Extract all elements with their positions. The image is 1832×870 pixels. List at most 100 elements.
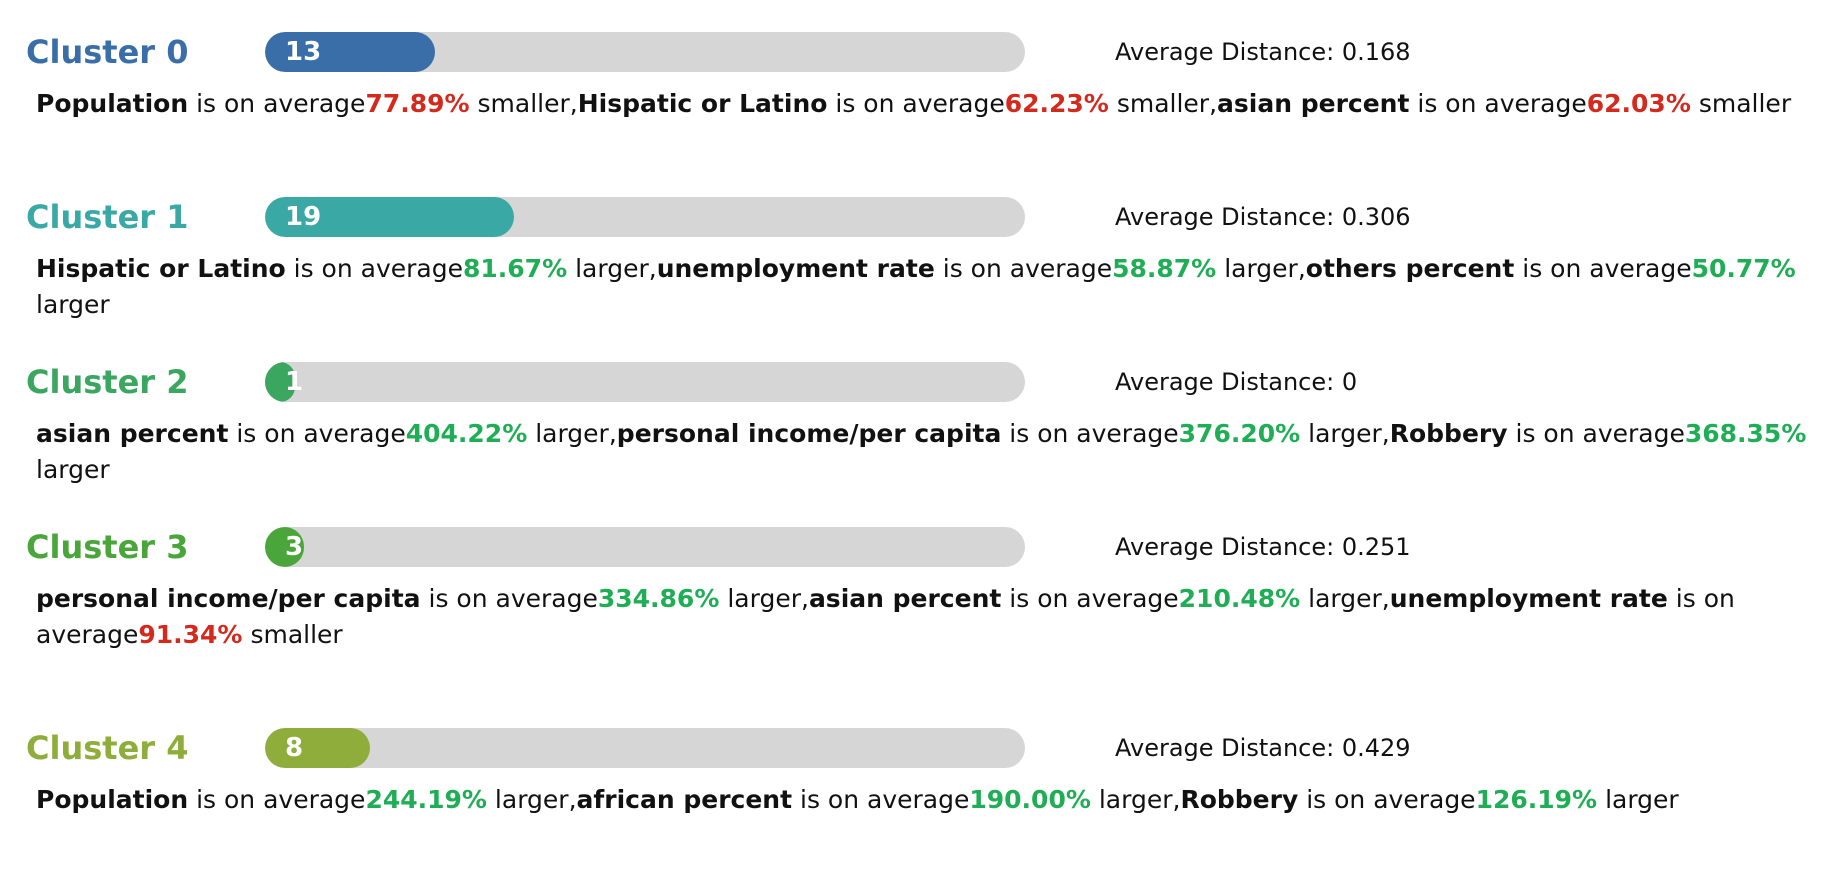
separator: , [568, 785, 577, 814]
count-bar [265, 32, 436, 72]
connector: is on average [236, 419, 406, 448]
feature-name: personal income/per capita [36, 584, 421, 613]
percent-value: 62.23% [1004, 89, 1109, 118]
cluster-name: Cluster 2 [26, 363, 189, 401]
connector: is on average [1009, 419, 1179, 448]
connector: is on average [1522, 254, 1692, 283]
average-distance: Average Distance: 0.168 [1115, 28, 1411, 76]
separator: , [648, 254, 657, 283]
separator: , [608, 419, 617, 448]
feature-name: asian percent [36, 419, 229, 448]
connector: is on average [293, 254, 463, 283]
separator: , [800, 584, 809, 613]
feature-name: african percent [576, 785, 793, 814]
feature-name: personal income/per capita [616, 419, 1002, 448]
connector: is on average [1515, 419, 1685, 448]
count-bar [265, 728, 370, 768]
average-distance: Average Distance: 0.429 [1115, 724, 1411, 772]
feature-name: unemployment rate [656, 254, 935, 283]
count-bar [265, 197, 514, 237]
connector: is on average [196, 785, 366, 814]
count-label: 3 [285, 532, 304, 562]
percent-value: 81.67% [463, 254, 568, 283]
count-label: 19 [285, 202, 322, 232]
percent-value: 190.00% [969, 785, 1091, 814]
average-distance: Average Distance: 0 [1115, 358, 1357, 406]
cluster-description: Hispatic or Latino is on average81.67% l… [36, 251, 1826, 323]
feature-name: Robbery [1389, 419, 1508, 448]
feature-name: Population [36, 785, 189, 814]
separator: , [569, 89, 578, 118]
feature-name: asian percent [1217, 89, 1410, 118]
percent-value: 244.19% [365, 785, 487, 814]
count-track: 3 [265, 527, 1025, 567]
percent-value: 376.20% [1178, 419, 1301, 448]
cluster-description: Population is on average77.89% smaller,H… [36, 86, 1826, 122]
count-track: 19 [265, 197, 1025, 237]
average-distance: Average Distance: 0.251 [1115, 523, 1411, 571]
direction: larger [1098, 785, 1173, 814]
distance-value: 0.168 [1341, 38, 1411, 66]
connector: is on average [1306, 785, 1476, 814]
percent-value: 91.34% [138, 620, 243, 649]
count-label: 1 [285, 367, 304, 397]
connector: is on average [196, 89, 366, 118]
direction: larger [535, 419, 609, 448]
distance-label: Average Distance: [1115, 368, 1335, 396]
separator: , [1172, 785, 1181, 814]
distance-value: 0 [1341, 368, 1358, 396]
separator: , [1209, 89, 1218, 118]
percent-value: 210.48% [1178, 584, 1301, 613]
count-track: 13 [265, 32, 1025, 72]
distance-label: Average Distance: [1115, 203, 1335, 231]
direction: smaller [477, 89, 570, 118]
direction: larger [1308, 419, 1382, 448]
direction: larger [575, 254, 649, 283]
separator: , [1381, 419, 1390, 448]
cluster-description: Population is on average244.19% larger,a… [36, 782, 1826, 818]
connector: is on average [1417, 89, 1587, 118]
connector: is on average [36, 584, 1735, 649]
cluster-name: Cluster 1 [26, 198, 189, 236]
direction: smaller [1116, 89, 1210, 118]
percent-value: 77.89% [365, 89, 470, 118]
average-distance: Average Distance: 0.306 [1115, 193, 1411, 241]
separator: , [1297, 254, 1306, 283]
connector: is on average [1009, 584, 1179, 613]
cluster-description: personal income/per capita is on average… [36, 581, 1826, 653]
direction: larger [1308, 584, 1382, 613]
cluster-description: asian percent is on average404.22% large… [36, 416, 1826, 488]
connector: is on average [835, 89, 1005, 118]
percent-value: 62.03% [1586, 89, 1691, 118]
count-bar [265, 362, 295, 402]
connector: is on average [428, 584, 598, 613]
percent-value: 334.86% [597, 584, 720, 613]
cluster-name: Cluster 3 [26, 528, 189, 566]
feature-name: Robbery [1180, 785, 1299, 814]
distance-label: Average Distance: [1115, 533, 1335, 561]
connector: is on average [942, 254, 1113, 283]
count-label: 13 [285, 37, 322, 67]
direction: larger [494, 785, 569, 814]
percent-value: 58.87% [1112, 254, 1217, 283]
direction: larger [727, 584, 801, 613]
cluster-name: Cluster 4 [26, 729, 189, 767]
percent-value: 368.35% [1684, 419, 1807, 448]
feature-name: Hispatic or Latino [36, 254, 286, 283]
direction: larger [36, 290, 110, 319]
percent-value: 404.22% [405, 419, 528, 448]
separator: , [1381, 584, 1390, 613]
feature-name: asian percent [808, 584, 1002, 613]
feature-name: Population [36, 89, 189, 118]
distance-label: Average Distance: [1115, 734, 1335, 762]
direction: smaller [1698, 89, 1792, 118]
count-track: 8 [265, 728, 1025, 768]
count-track: 1 [265, 362, 1025, 402]
count-label: 8 [285, 733, 304, 763]
feature-name: unemployment rate [1389, 584, 1668, 613]
feature-name: others percent [1305, 254, 1515, 283]
distance-label: Average Distance: [1115, 38, 1335, 66]
distance-value: 0.429 [1341, 734, 1411, 762]
percent-value: 50.77% [1691, 254, 1796, 283]
